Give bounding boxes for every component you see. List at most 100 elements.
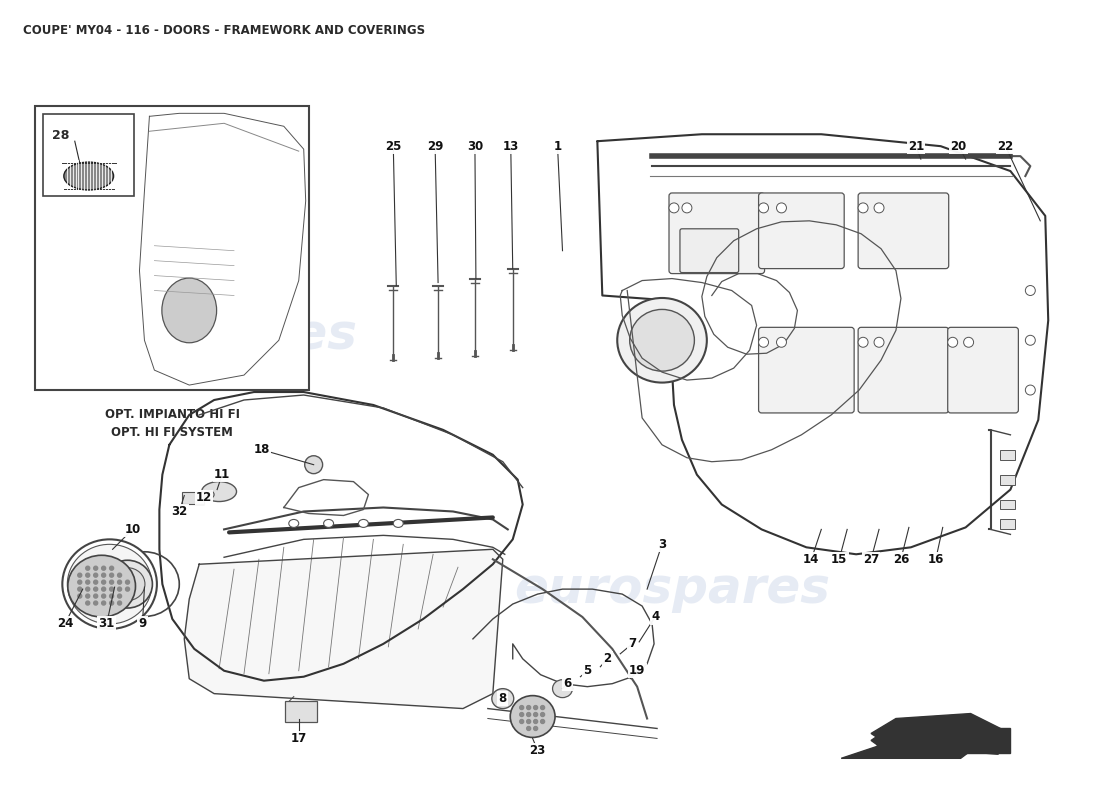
Text: 19: 19 [629,664,646,678]
FancyBboxPatch shape [858,327,948,413]
Circle shape [125,580,130,584]
Circle shape [540,719,544,723]
Circle shape [86,573,90,577]
Circle shape [94,587,98,591]
Ellipse shape [305,456,322,474]
Circle shape [118,573,122,577]
Circle shape [534,726,538,730]
FancyBboxPatch shape [1001,474,1015,485]
Text: eurospares: eurospares [514,565,830,613]
Text: COUPE' MY04 - 116 - DOORS - FRAMEWORK AND COVERINGS: COUPE' MY04 - 116 - DOORS - FRAMEWORK AN… [23,24,425,37]
Circle shape [101,573,106,577]
Circle shape [86,594,90,598]
Circle shape [540,713,544,717]
Circle shape [78,594,81,598]
Circle shape [858,338,868,347]
Ellipse shape [359,519,369,527]
Ellipse shape [289,519,299,527]
Ellipse shape [162,278,217,342]
Circle shape [118,594,122,598]
Text: 4: 4 [651,610,659,623]
Text: 12: 12 [196,491,212,504]
Text: 7: 7 [628,638,636,650]
Text: 27: 27 [862,553,879,566]
Circle shape [527,726,530,730]
Circle shape [118,601,122,605]
Circle shape [874,203,884,213]
Text: 5: 5 [583,664,592,678]
Circle shape [118,580,122,584]
Text: 18: 18 [254,443,271,456]
Circle shape [94,594,98,598]
Circle shape [94,601,98,605]
Circle shape [101,601,106,605]
Circle shape [759,203,769,213]
Ellipse shape [323,519,333,527]
FancyBboxPatch shape [1001,519,1015,530]
Circle shape [858,203,868,213]
Ellipse shape [68,555,135,617]
FancyBboxPatch shape [285,701,317,722]
Text: 31: 31 [99,618,114,630]
Polygon shape [896,729,1011,754]
Text: eurospares: eurospares [41,311,358,359]
Text: 16: 16 [927,553,944,566]
Ellipse shape [552,680,572,698]
Polygon shape [871,723,896,758]
FancyBboxPatch shape [1001,450,1015,460]
Circle shape [519,719,524,723]
Circle shape [540,706,544,710]
Circle shape [94,573,98,577]
Ellipse shape [67,544,152,624]
FancyBboxPatch shape [680,229,739,273]
Text: 30: 30 [466,140,483,153]
Circle shape [964,338,974,347]
Text: 1: 1 [553,140,562,153]
Polygon shape [842,714,1001,758]
Ellipse shape [102,560,153,608]
Ellipse shape [64,162,113,190]
Circle shape [86,580,90,584]
Circle shape [78,580,81,584]
FancyBboxPatch shape [35,106,309,390]
Circle shape [78,587,81,591]
Circle shape [94,566,98,570]
Circle shape [101,566,106,570]
Text: 11: 11 [214,468,230,481]
Text: 8: 8 [498,692,507,705]
Text: 22: 22 [998,140,1013,153]
Polygon shape [185,550,503,709]
Circle shape [110,566,113,570]
Circle shape [86,601,90,605]
Text: 26: 26 [893,553,909,566]
Circle shape [527,706,530,710]
Circle shape [519,706,524,710]
Text: 20: 20 [950,140,967,153]
Ellipse shape [617,298,707,382]
Circle shape [1025,335,1035,346]
Circle shape [86,587,90,591]
Text: 2: 2 [603,652,612,666]
Circle shape [110,594,113,598]
Text: 23: 23 [529,744,546,757]
Text: 9: 9 [139,618,146,630]
Ellipse shape [510,696,556,738]
Circle shape [86,566,90,570]
FancyBboxPatch shape [669,193,764,274]
Circle shape [948,338,958,347]
Ellipse shape [629,310,694,371]
Circle shape [101,594,106,598]
Ellipse shape [110,568,145,601]
Circle shape [94,580,98,584]
Circle shape [101,580,106,584]
Circle shape [669,203,679,213]
Text: 3: 3 [658,538,667,551]
Text: 24: 24 [56,618,73,630]
Ellipse shape [492,689,514,709]
FancyBboxPatch shape [858,193,948,269]
Circle shape [78,573,81,577]
FancyBboxPatch shape [759,327,854,413]
Circle shape [534,706,538,710]
FancyBboxPatch shape [183,491,205,503]
Circle shape [759,338,769,347]
